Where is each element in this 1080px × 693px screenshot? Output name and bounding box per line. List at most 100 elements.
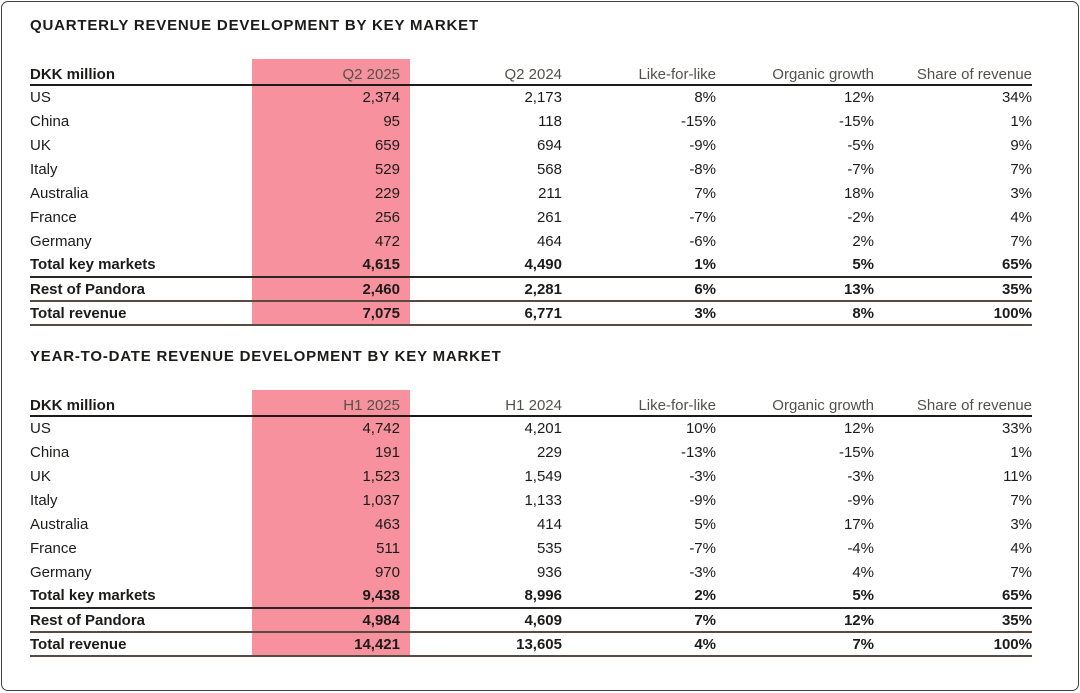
cell-value: -3% [689,563,716,581]
cell-value: 529 [252,157,410,181]
cell-value: 4,201 [524,420,562,437]
table-row: US 2,374 2,173 8% 12% 34% [30,85,1032,109]
cell-value: 1,523 [252,464,410,488]
cell-value: 4,615 [252,253,410,278]
cell-value: 464 [536,232,562,250]
cell-value: 1% [1010,112,1032,130]
cell-value: 659 [252,133,410,157]
cell-value: 10% [685,420,716,437]
cell-value: 2,374 [252,85,410,109]
ytd-section-title: YEAR-TO-DATE REVENUE DEVELOPMENT BY KEY … [30,348,502,365]
cell-value: 229 [536,443,562,461]
cell-value: 256 [252,205,410,229]
table-header-row: DKK million Q2 2025 Q2 2024 Like-for-like Or… [30,59,1032,86]
row-label: UK [30,136,51,154]
row-label: Rest of Pandora [30,277,252,302]
cell-value: 35% [884,608,1032,633]
cell-value: -9% [689,491,716,509]
cell-value: 4,984 [252,608,410,633]
cell-value: 2% [572,584,726,609]
cell-value: -15% [838,443,874,461]
table-row: China 95 118 -15% -15% 1% [30,109,1032,133]
cell-value: 1,133 [524,491,562,509]
cell-value: -7% [689,539,716,557]
cell-value: 7% [1010,232,1032,250]
cell-value: 6% [572,277,726,302]
cell-value: 9,438 [252,584,410,609]
column-header: H1 2025 [252,390,410,417]
cell-value: 4,609 [410,608,572,633]
cell-value: 1,037 [252,488,410,512]
cell-value: 2,460 [252,277,410,302]
cell-value: -7% [847,160,874,178]
cell-value: 7% [694,184,716,202]
cell-value: 7% [726,632,884,657]
cell-value: -2% [847,208,874,226]
cell-value: 211 [538,184,562,202]
table-row: Total revenue 7,075 6,771 3% 8% 100% [30,301,1032,326]
table-row: UK 659 694 -9% -5% 9% [30,133,1032,157]
column-header: Organic growth [726,390,884,417]
row-label: Total key markets [30,253,252,278]
row-label: France [30,539,77,557]
row-label-column-header: DKK million [30,390,252,417]
ytd-revenue-table: DKK million H1 2025 H1 2024 Like-for-like Or… [30,390,1032,657]
cell-value: -8% [689,160,716,178]
row-label: US [30,420,51,437]
cell-value: 7% [1010,491,1032,509]
table-row: Australia 463 414 5% 17% 3% [30,512,1032,536]
cell-value: 13% [726,277,884,302]
cell-value: 4% [1010,539,1032,557]
cell-value: 191 [252,440,410,464]
cell-value: -13% [680,443,716,461]
row-label: China [30,443,70,461]
cell-value: 118 [538,112,562,130]
cell-value: 12% [843,420,874,437]
table-row: France 256 261 -7% -2% 4% [30,205,1032,229]
row-label: Italy [30,160,58,178]
cell-value: 1% [572,253,726,278]
cell-value: 5% [726,253,884,278]
table-row: US 4,742 4,201 10% 12% 33% [30,416,1032,440]
cell-value: 8% [726,301,884,326]
quarterly-revenue-table: DKK million Q2 2025 Q2 2024 Like-for-like Or… [30,59,1032,326]
cell-value: 5% [726,584,884,609]
row-label: Italy [30,491,58,509]
row-label: Rest of Pandora [30,608,252,633]
cell-value: 8% [694,89,716,106]
cell-value: -9% [847,491,874,509]
cell-value: -6% [689,232,716,250]
table-row: Total revenue 14,421 13,605 4% 7% 100% [30,632,1032,657]
cell-value: 3% [1010,515,1032,533]
table-row: Rest of Pandora 2,460 2,281 6% 13% 35% [30,277,1032,302]
cell-value: 18% [843,184,874,202]
cell-value: 2% [852,232,874,250]
cell-value: 414 [536,515,562,533]
cell-value: -15% [680,112,716,130]
row-label: Australia [30,515,89,533]
cell-value: 2,173 [524,89,562,106]
cell-value: 3% [1010,184,1032,202]
cell-value: 6,771 [410,301,572,326]
cell-value: 12% [726,608,884,633]
table-row: UK 1,523 1,549 -3% -3% 11% [30,464,1032,488]
row-label: UK [30,467,51,485]
column-header: Q2 2024 [410,59,572,86]
cell-value: -4% [847,539,874,557]
table-header-row: DKK million H1 2025 H1 2024 Like-for-like Or… [30,390,1032,417]
cell-value: 936 [536,563,562,581]
cell-value: 3% [572,301,726,326]
cell-value: 229 [252,181,410,205]
cell-value: 7% [572,608,726,633]
cell-value: 694 [536,136,562,154]
row-label: France [30,208,77,226]
cell-value: 8,996 [410,584,572,609]
row-label: China [30,112,70,130]
cell-value: -15% [838,112,874,130]
cell-value: 35% [884,277,1032,302]
cell-value: 12% [843,89,874,106]
cell-value: 7% [1010,160,1032,178]
cell-value: 34% [1001,89,1032,106]
cell-value: 1% [1010,443,1032,461]
